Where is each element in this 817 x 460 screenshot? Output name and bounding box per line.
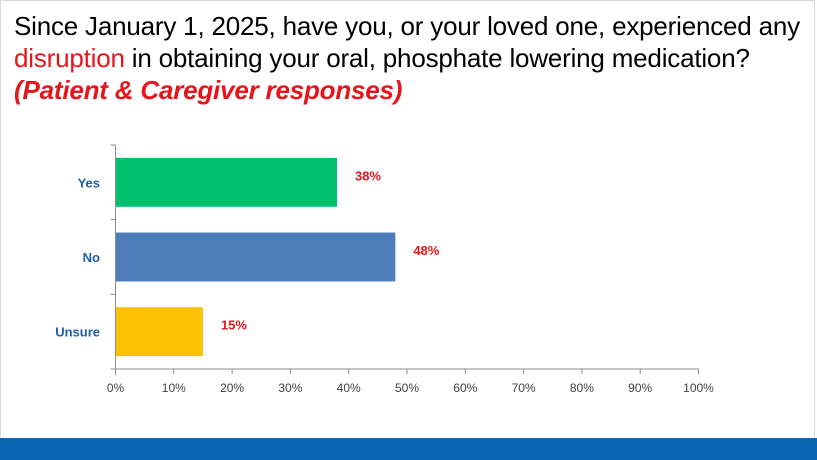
bar-yes: [116, 157, 338, 207]
x-tick-label: 90%: [628, 381, 652, 395]
category-label: No: [83, 250, 100, 265]
category-label: Unsure: [55, 325, 100, 340]
data-label: 48%: [413, 243, 439, 258]
x-tick-label: 10%: [162, 381, 186, 395]
x-tick-label: 50%: [395, 381, 419, 395]
x-tick-label: 60%: [453, 381, 477, 395]
data-label: 15%: [221, 318, 247, 333]
title-text-1: Since January 1, 2025, have you, or your…: [14, 11, 800, 41]
bar-unsure: [116, 307, 203, 357]
x-tick-label: 80%: [570, 381, 594, 395]
bar-no: [116, 232, 396, 282]
x-tick-label: 40%: [337, 381, 361, 395]
x-tick-label: 20%: [220, 381, 244, 395]
bar-chart: 0% 10% 20% 30% 40% 50% 60% 70% 80% 90% 100% Yes 38% N…: [55, 144, 714, 395]
slide-title: Since January 1, 2025, have you, or your…: [14, 10, 804, 106]
x-tick-label: 30%: [278, 381, 302, 395]
title-highlight: disruption: [14, 43, 125, 73]
category-label: Yes: [78, 175, 100, 190]
x-tick-label: 100%: [683, 381, 714, 395]
x-tick-label: 0%: [107, 381, 125, 395]
title-text-2: in obtaining your oral, phosphate loweri…: [124, 43, 750, 73]
data-label: 38%: [355, 168, 381, 183]
footer-bar: [0, 438, 817, 460]
x-tick-label: 70%: [512, 381, 536, 395]
title-subtitle: (Patient & Caregiver responses): [14, 75, 403, 105]
